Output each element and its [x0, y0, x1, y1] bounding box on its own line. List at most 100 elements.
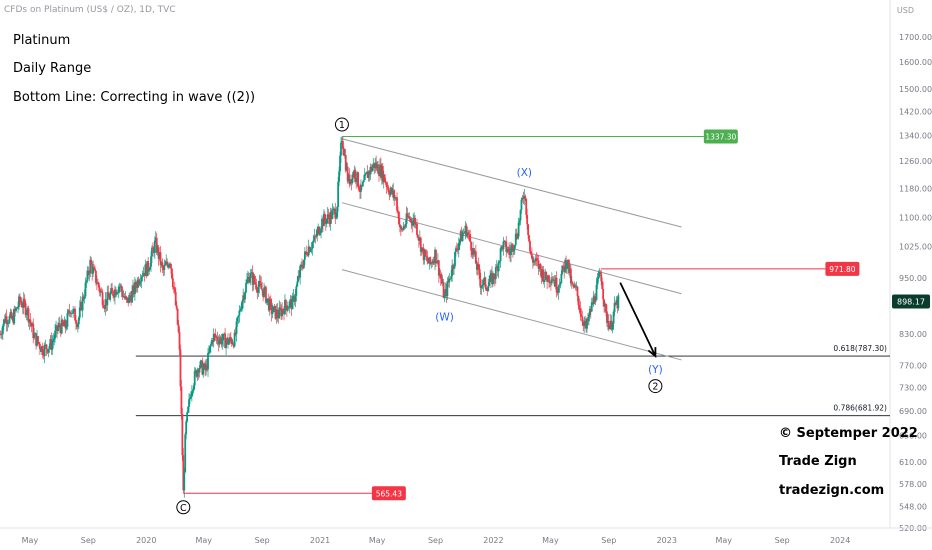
candle-body	[243, 295, 246, 300]
candle-body	[525, 198, 528, 216]
candle-body	[333, 208, 336, 210]
candle-body	[341, 141, 344, 149]
candle-body	[166, 261, 169, 265]
candle-body	[448, 278, 451, 283]
candle-body	[205, 364, 208, 371]
candle-body	[78, 307, 81, 318]
candle-body	[191, 390, 194, 392]
candle-body	[398, 224, 401, 228]
candle-body	[121, 291, 124, 297]
candle-body	[4, 316, 7, 323]
candle-body	[318, 227, 321, 235]
candle-body	[319, 232, 321, 235]
candle-body	[579, 308, 582, 315]
note-bottom-line: Bottom Line: Correcting in wave ((2))	[13, 90, 256, 105]
candle-body	[344, 155, 347, 171]
candle-body	[57, 327, 59, 332]
candle-body	[178, 332, 181, 350]
candle-body	[285, 305, 288, 311]
candle-body	[146, 261, 149, 277]
candle-body	[531, 254, 533, 259]
candle-body	[266, 298, 268, 303]
candle-body	[535, 258, 538, 260]
candle-body	[64, 320, 67, 329]
candle-body	[53, 338, 56, 341]
candle-body	[118, 286, 121, 288]
candle-body	[340, 142, 342, 156]
candle-body	[520, 199, 523, 210]
candle-body	[156, 247, 159, 253]
candle-body	[376, 164, 378, 169]
x-tick-label: Sep	[601, 536, 616, 545]
price-tag-label: 971.80	[829, 265, 855, 274]
candle-body	[516, 236, 519, 239]
candle-body	[527, 224, 530, 236]
candle-body	[152, 247, 154, 249]
candle-body	[556, 292, 559, 294]
candle-body	[20, 302, 23, 307]
candle-body	[459, 231, 462, 240]
candle-body	[71, 313, 74, 314]
candle-body	[36, 336, 38, 346]
candle-body	[583, 322, 586, 326]
candle-body	[610, 320, 613, 330]
candle-body	[56, 325, 58, 332]
candle-body	[571, 282, 574, 285]
candle-body	[587, 318, 589, 322]
wave-label-circled: 2	[652, 382, 658, 393]
candle-body	[245, 283, 247, 293]
candle-body	[74, 308, 76, 321]
candle-body	[110, 287, 113, 294]
candle-body	[68, 310, 71, 313]
x-tick-label: May	[22, 536, 39, 545]
candle-body	[171, 268, 173, 279]
candle-body	[517, 222, 520, 237]
candle-body	[536, 259, 539, 261]
candle-body	[404, 224, 407, 227]
candle-body	[46, 349, 49, 353]
candle-body	[54, 330, 56, 339]
candle-body	[539, 264, 542, 270]
candle-body	[162, 266, 165, 270]
candle-body	[600, 273, 603, 282]
wave-circle	[176, 500, 191, 515]
candle-body	[613, 302, 616, 313]
candle-body	[490, 273, 492, 276]
candle-body	[336, 206, 339, 218]
candle-body	[605, 303, 607, 312]
y-tick-label: 730.00	[899, 383, 927, 392]
y-tick-label: 1700.00	[899, 33, 932, 42]
candle-body	[5, 316, 8, 325]
candle-body	[228, 337, 231, 342]
candle-body	[174, 291, 177, 306]
candle-body	[447, 281, 450, 283]
candle-body	[6, 323, 9, 325]
candle-body	[85, 280, 88, 283]
candle-body	[456, 249, 459, 251]
candle-body	[434, 249, 436, 264]
candle-body	[433, 260, 435, 264]
note-timeframe: Daily Range	[13, 61, 92, 76]
candle-body	[371, 167, 374, 172]
candle-body	[504, 240, 507, 242]
candle-body	[236, 317, 239, 322]
candle-body	[101, 292, 104, 305]
candle-body	[387, 187, 390, 193]
candle-body	[545, 271, 548, 279]
candle-body	[462, 233, 465, 235]
candle-body	[91, 264, 94, 274]
currency-label: USD	[896, 6, 914, 15]
candle-body	[334, 208, 337, 219]
candle-body	[555, 277, 558, 293]
candle-body	[262, 290, 265, 297]
candle-body	[65, 326, 68, 329]
candle-body	[190, 391, 193, 397]
candle-body	[58, 323, 61, 328]
candle-body	[346, 166, 349, 182]
candle-body	[399, 227, 402, 229]
candle-body	[307, 246, 310, 256]
candle-body	[288, 301, 291, 308]
candle-body	[75, 320, 77, 324]
projection-arrow-head	[647, 347, 657, 358]
